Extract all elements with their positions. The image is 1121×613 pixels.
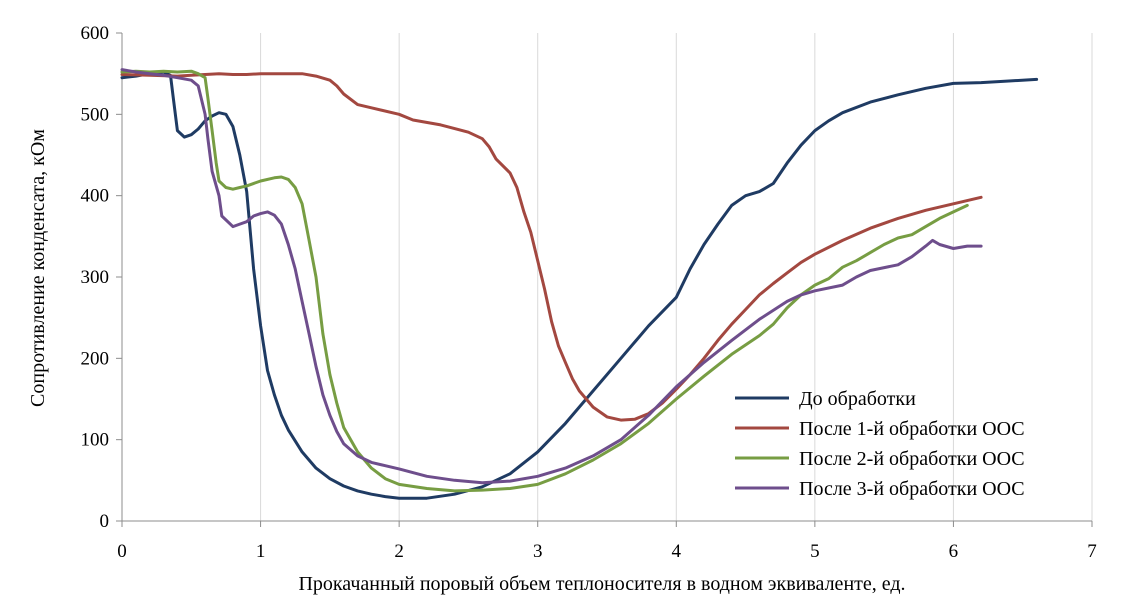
x-axis-title: Прокачанный поровый объем теплоносителя … — [298, 573, 905, 595]
axes — [116, 32, 1093, 527]
y-tick-label-2: 200 — [81, 348, 110, 369]
x-tick-label-2: 2 — [394, 541, 404, 562]
series-line-1 — [120, 70, 1039, 500]
x-tick-label-6: 6 — [949, 541, 959, 562]
series-line-2 — [120, 72, 983, 422]
legend-label-1: До обработки — [799, 388, 916, 410]
y-axis-title: Сопротивление конденсата, кОм — [27, 129, 49, 407]
x-tick-label-0: 0 — [117, 541, 127, 562]
legend-label-4: После 3-й обработки ООС — [799, 478, 1025, 500]
series-lines — [120, 68, 1039, 500]
x-tick-label-3: 3 — [533, 541, 543, 562]
y-tick-label-1: 100 — [81, 430, 110, 451]
legend-label-3: После 2-й обработки ООС — [799, 448, 1025, 470]
y-tick-label-4: 400 — [81, 186, 110, 207]
x-tick-label-4: 4 — [672, 541, 682, 562]
y-tick-label-6: 600 — [81, 23, 110, 44]
x-tick-label-5: 5 — [810, 541, 820, 562]
legend: До обработки После 1-й обработки ООС После… — [735, 388, 1025, 500]
y-tick-label-3: 300 — [81, 267, 110, 288]
y-tick-label-5: 500 — [81, 104, 110, 125]
tick-labels: 0 100 200 300 400 500 600 0 1 2 3 4 5 6 7 — [81, 23, 1097, 562]
legend-label-2: После 1-й обработки ООС — [799, 418, 1025, 440]
x-tick-label-7: 7 — [1087, 541, 1097, 562]
series-line-3 — [120, 69, 969, 493]
x-tick-label-1: 1 — [256, 541, 266, 562]
series-line-4 — [120, 68, 983, 485]
y-tick-label-0: 0 — [100, 511, 110, 532]
